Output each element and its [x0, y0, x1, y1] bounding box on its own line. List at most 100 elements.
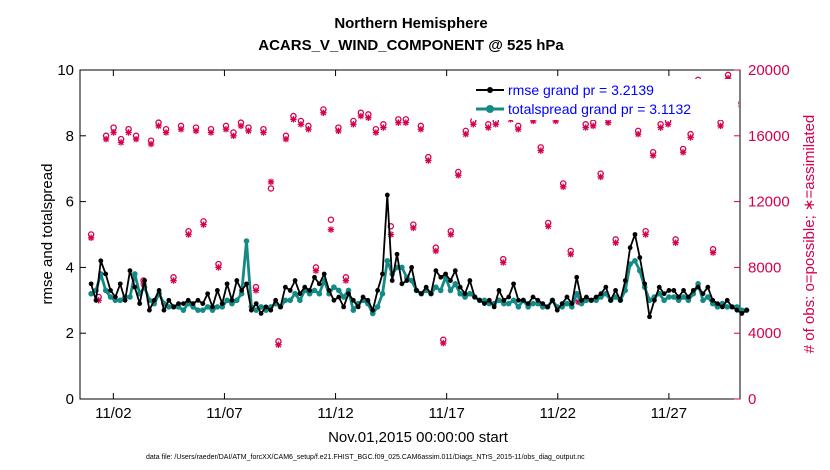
chart-title-line2: ACARS_V_WIND_COMPONENT @ 525 hPa [258, 37, 564, 54]
rmse-point [137, 301, 143, 306]
y-left-tick-label: 2 [66, 325, 74, 342]
rmse-point [166, 297, 172, 303]
rmse-point [146, 307, 152, 313]
obs-assimilated-marker [312, 267, 320, 274]
obs-assimilated-marker [335, 127, 342, 135]
obs-assimilated-marker [320, 109, 327, 116]
obs-assimilated-marker [350, 121, 357, 128]
spread-point [632, 258, 638, 264]
rmse-point [336, 294, 342, 300]
x-tick-label: 11/22 [540, 405, 576, 422]
obs-assimilated-marker [545, 223, 552, 230]
obs-assimilated-marker [170, 277, 177, 284]
rmse-point [88, 281, 94, 287]
rmse-point [462, 291, 468, 297]
rmse-point [316, 281, 322, 287]
rmse-point [346, 291, 351, 297]
rmse-point [214, 288, 220, 293]
obs-assimilated-marker [447, 231, 455, 238]
y-left-tick-label: 10 [57, 62, 74, 79]
rmse-point [384, 192, 390, 198]
rmse-point [171, 304, 177, 310]
rmse-point [685, 294, 691, 300]
rmse-point [627, 245, 633, 251]
rmse-line [90, 194, 748, 318]
spread-point [408, 277, 415, 284]
spread-point [195, 307, 201, 313]
rmse-point [564, 294, 570, 300]
rmse-point [671, 288, 677, 293]
obs-assimilated-marker [305, 126, 312, 133]
rmse-point [156, 288, 162, 293]
obs-assimilated-marker [192, 127, 200, 135]
rmse-point [263, 304, 269, 310]
rmse-point [690, 288, 696, 293]
rmse-point [360, 294, 366, 300]
rmse-point [467, 278, 473, 283]
obs-assimilated-marker [455, 172, 462, 179]
obs-assimilated-marker [402, 119, 410, 126]
rmse-point [554, 307, 560, 313]
rmse-point [574, 274, 580, 280]
rmse-point [418, 291, 424, 297]
rmse-point [525, 301, 531, 306]
spread-point [224, 297, 230, 304]
obs-assimilated-marker [485, 124, 492, 131]
obs-assimilated-marker [162, 129, 170, 136]
x-tick-labels: 11/02 11/07 11/12 11/17 11/22 11/27 [95, 405, 687, 422]
obs-assimilated-marker [395, 119, 402, 126]
legend-rmse-label: rmse grand pr = 3.2139 [508, 82, 654, 98]
footnote-data-file: data file: /Users/raeder/DAI/ATM_forcXX/… [146, 454, 585, 461]
rmse-point [501, 297, 507, 303]
spread-point [350, 307, 357, 313]
spread-point [680, 294, 687, 300]
obs-assimilated-marker [110, 129, 117, 136]
rmse-point [472, 294, 478, 300]
obs-assimilated-marker [604, 119, 612, 126]
obs-assimilated-marker [372, 129, 380, 136]
spread-point [530, 300, 536, 307]
rmse-point [258, 311, 264, 316]
obs-assimilated-marker [252, 287, 260, 294]
spread-point [433, 284, 439, 290]
obs-assimilated-marker [679, 149, 687, 156]
obs-assimilated-marker [327, 226, 335, 233]
rmse-point [161, 307, 167, 313]
obs-assimilated-marker [657, 124, 664, 131]
rmse-point [312, 274, 317, 280]
rmse-point [486, 297, 492, 303]
rmse-point [287, 288, 293, 293]
spread-point [166, 304, 172, 310]
rmse-point [632, 232, 638, 237]
spread-point [287, 297, 294, 304]
obs-assimilated-marker [365, 114, 372, 121]
obs-assimilated-marker [237, 122, 245, 130]
x-tick-label: 11/27 [651, 405, 687, 422]
rmse-point [297, 291, 303, 297]
spread-point [705, 294, 711, 300]
spread-point [311, 287, 318, 294]
obs-assimilated-marker [432, 247, 440, 255]
rmse-point [477, 297, 482, 303]
spread-point [199, 307, 206, 313]
obs-assimilated-marker [125, 129, 132, 136]
rmse-point [278, 304, 283, 310]
spread-point [204, 304, 211, 310]
obs-assimilated-marker [537, 147, 544, 154]
rmse-point [666, 288, 672, 293]
rmse-point [598, 291, 604, 297]
rmse-point [652, 297, 657, 303]
rmse-point [389, 278, 395, 283]
obs-assimilated-marker [642, 231, 649, 238]
obs-assimilated-marker [560, 183, 567, 190]
y-left-tick-label: 6 [66, 194, 74, 211]
rmse-point [370, 307, 376, 313]
spread-point [316, 290, 323, 297]
obs-assimilated-marker [245, 127, 252, 135]
rmse-point [117, 281, 123, 287]
rmse-point [452, 268, 458, 274]
spread-point [335, 287, 342, 294]
spread-point [496, 297, 502, 304]
rmse-point [409, 265, 415, 270]
spread-point [107, 294, 114, 300]
